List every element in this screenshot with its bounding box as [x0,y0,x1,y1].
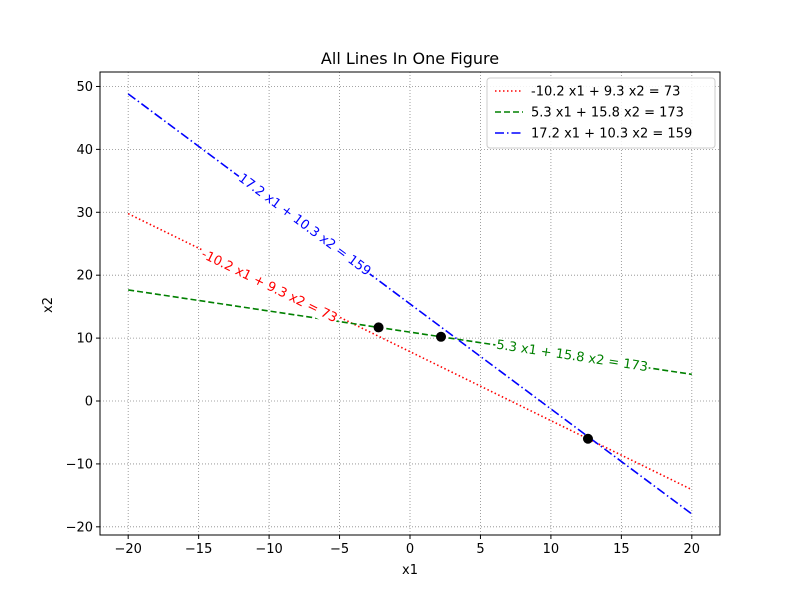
inline-label-3: 17.2 x1 + 10.3 x2 = 159 [235,171,373,279]
y-tick-label: −20 [66,520,93,535]
legend-entry: -10.2 x1 + 9.3 x2 = 73 [531,85,680,100]
intersection-point [373,322,384,333]
x-tick-label: 15 [613,542,630,557]
legend-entry: 17.2 x1 + 10.3 x2 = 159 [531,127,692,142]
inline-label-bg [234,170,375,280]
series-line-3 [127,93,693,515]
grid [100,72,720,535]
legend: -10.2 x1 + 9.3 x2 = 73 5.3 x1 + 15.8 x2 =… [486,77,716,149]
y-tick-label: 20 [76,269,93,284]
y-tick-label: 40 [76,143,93,158]
y-tick-label: 0 [85,395,93,410]
legend-box [486,77,716,149]
intersection-point [436,331,446,342]
x-tick-label: 10 [543,542,560,557]
y-tick-label: −10 [66,457,93,472]
legend-entry: 5.3 x1 + 15.8 x2 = 173 [531,106,684,121]
x-axis-label: x1 [402,563,418,578]
y-tick-label: 30 [76,206,93,221]
y-axis-label: x2 [41,297,56,313]
chart-title: All Lines In One Figure [321,49,499,68]
x-tick-label: −15 [185,542,212,557]
inline-label-bg [197,246,341,327]
inline-label-2: 5.3 x1 + 15.8 x2 = 173 [495,338,648,375]
x-tick-label: −10 [255,542,282,557]
x-tick-label: 0 [406,542,414,557]
x-tick-label: −20 [114,542,141,557]
x-tick-label: 20 [684,542,701,557]
inline-labels: -10.2 x1 + 9.3 x2 = 735.3 x1 + 15.8 x2 =… [197,170,650,376]
x-tick-label: −5 [330,542,349,557]
y-tick-label: 10 [76,332,93,347]
series-line-2 [128,289,692,376]
inline-label-bg [494,337,650,376]
y-tick-label: 50 [76,80,93,95]
inline-label-group: 17.2 x1 + 10.3 x2 = 159 [234,170,375,280]
axis-ticks: −20 −15 −10 −5 0 5 10 15 20 −20 −10 0 10 20 30 40 50 [66,80,701,557]
intersection-point [582,433,593,444]
x-tick-label: 5 [476,542,484,557]
intersection-points [373,322,593,444]
inline-label-group: 5.3 x1 + 15.8 x2 = 173 [494,337,650,376]
